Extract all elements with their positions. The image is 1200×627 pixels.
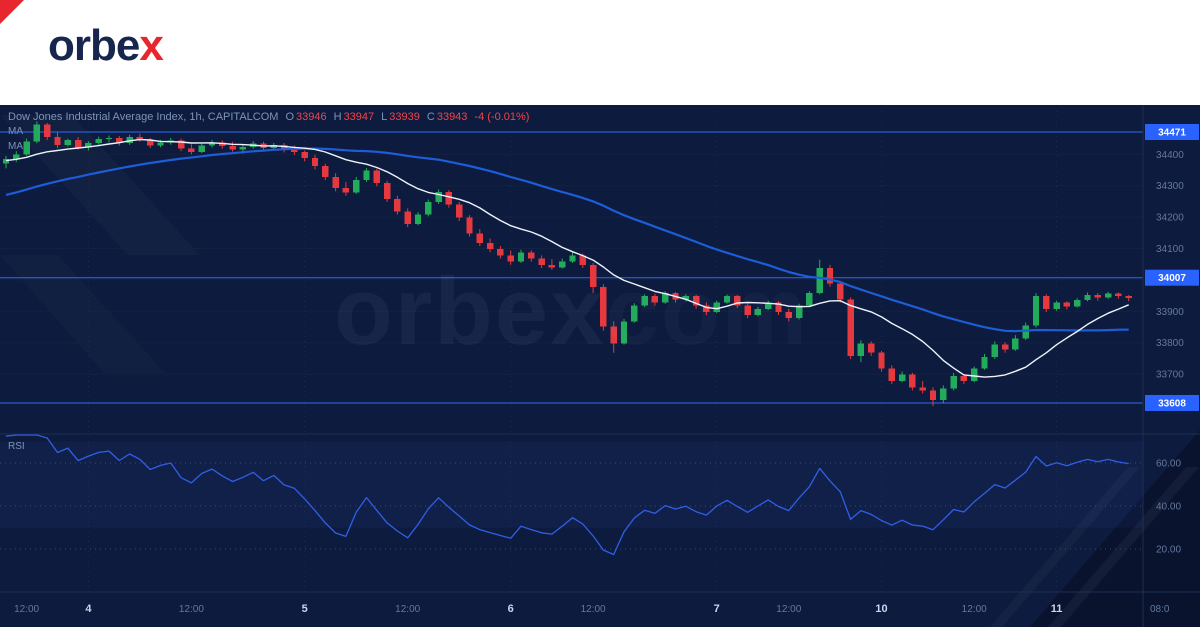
open-value: 33946 (296, 111, 327, 123)
candlesticks[interactable] (2, 121, 1132, 407)
svg-text:34100: 34100 (1156, 244, 1184, 255)
close-label: C (426, 111, 435, 123)
brand-pattern (1030, 430, 1200, 627)
symbol-legend-row[interactable]: Dow Jones Industrial Average Index, 1h, … (8, 110, 529, 124)
logo-x-glyph: x (139, 21, 164, 70)
low-value: 33939 (389, 111, 420, 123)
svg-text:34400: 34400 (1156, 150, 1184, 161)
change-value: -4 (-0.01%) (474, 111, 530, 123)
svg-text:5: 5 (302, 603, 308, 615)
svg-text:33700: 33700 (1156, 370, 1184, 381)
svg-text:34471: 34471 (1158, 128, 1186, 139)
time-axis[interactable]: 12:00 4 12:00 5 12:00 6 12:00 7 12:00 10 12:00 11 08… (14, 603, 1170, 615)
close-value: 33943 (436, 111, 468, 123)
svg-text:12:00: 12:00 (179, 604, 204, 615)
orbex-logo: orbex (48, 21, 164, 70)
svg-text:11: 11 (1051, 603, 1063, 615)
svg-text:33800: 33800 (1156, 338, 1184, 349)
corner-accent (0, 0, 24, 24)
svg-text:12:00: 12:00 (776, 604, 801, 615)
low-label: L (381, 111, 388, 123)
svg-text:12:00: 12:00 (14, 604, 39, 615)
svg-text:12:00: 12:00 (581, 604, 606, 615)
svg-text:34300: 34300 (1156, 181, 1184, 192)
logo-text: orbe (48, 21, 140, 70)
svg-text:34007: 34007 (1158, 273, 1186, 284)
svg-text:10: 10 (875, 603, 887, 615)
svg-text:12:00: 12:00 (962, 604, 987, 615)
chart-legend: Dow Jones Industrial Average Index, 1h, … (8, 110, 529, 155)
high-value: 33947 (343, 111, 375, 123)
ma-indicator-label[interactable]: MA (8, 126, 23, 137)
svg-text:12:00: 12:00 (395, 604, 420, 615)
svg-text:4: 4 (85, 603, 92, 615)
price-axis[interactable]: 3440034300342003410034000339003380033700… (0, 105, 1200, 627)
ma-indicator-label-2[interactable]: MA (8, 141, 23, 152)
svg-text:40.00: 40.00 (1156, 502, 1181, 513)
price-chart[interactable]: 3440034300342003410034000339003380033700… (0, 105, 1200, 627)
gridlines (0, 111, 1143, 592)
symbol-title: Dow Jones Industrial Average Index, 1h, … (8, 111, 279, 123)
svg-text:20.00: 20.00 (1156, 545, 1181, 556)
support-resistance-lines (0, 131, 1143, 404)
high-label: H (333, 111, 342, 123)
page-header: orbex (0, 0, 1200, 105)
svg-text:08:0: 08:0 (1150, 604, 1170, 615)
svg-text:34200: 34200 (1156, 213, 1184, 224)
svg-text:6: 6 (508, 603, 514, 615)
svg-text:7: 7 (714, 603, 720, 615)
trading-chart-panel[interactable]: 3440034300342003410034000339003380033700… (0, 105, 1200, 627)
rsi-plot (5, 434, 1129, 556)
rsi-indicator-label[interactable]: RSI (8, 441, 25, 452)
moving-average-lines (5, 138, 1129, 378)
svg-text:33608: 33608 (1158, 398, 1186, 409)
open-label: O (285, 111, 295, 123)
svg-text:60.00: 60.00 (1156, 459, 1181, 470)
svg-text:33900: 33900 (1156, 307, 1184, 318)
